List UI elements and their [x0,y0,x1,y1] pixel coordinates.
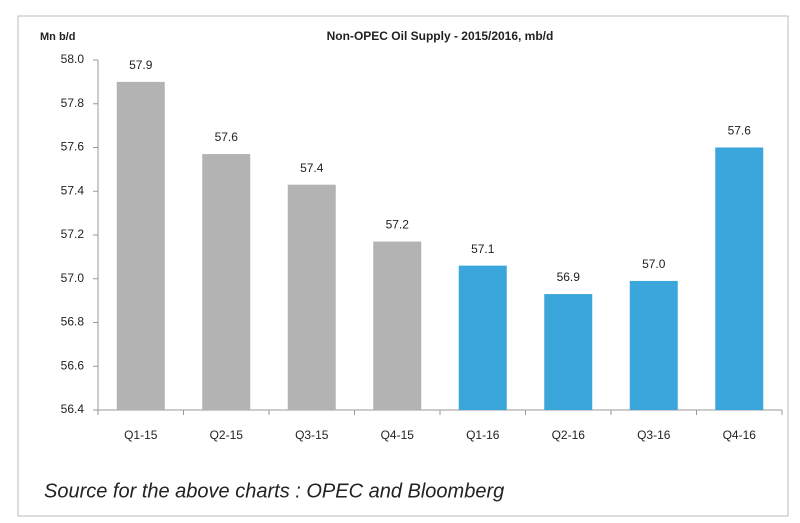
frame [17,15,789,517]
x-tick-label: Q4-16 [723,428,757,442]
y-tick-label: 57.2 [61,227,85,241]
x-tick-label: Q3-16 [637,428,671,442]
source-note: Source for the above charts : OPEC and B… [44,480,504,502]
data-label: 57.9 [129,58,153,72]
bar [629,280,678,410]
y-tick-label: 57.4 [61,183,85,197]
data-label: 57.6 [215,130,239,144]
y-tick-label: 56.8 [61,315,85,329]
bar [458,265,507,410]
data-label: 57.0 [642,257,666,271]
y-tick-label: 57.0 [61,271,85,285]
bar [715,147,764,410]
data-label: 56.9 [557,270,581,284]
x-tick-label: Q1-15 [124,428,158,442]
y-axis-label: Mn b/d [40,31,75,43]
y-tick-label: 57.8 [61,96,85,110]
x-tick-label: Q3-15 [295,428,329,442]
x-tick-label: Q1-16 [466,428,500,442]
x-tick-label: Q4-15 [381,428,415,442]
bar [287,184,336,410]
data-label: 57.6 [728,124,752,138]
y-tick-label: 56.6 [61,358,85,372]
y-tick-label: 58.0 [61,52,85,66]
y-tick-label: 56.4 [61,402,85,416]
data-label: 57.4 [300,161,324,175]
x-tick-label: Q2-16 [552,428,586,442]
chart-title: Non-OPEC Oil Supply - 2015/2016, mb/d [327,29,554,43]
bar [544,294,593,410]
y-tick-label: 57.6 [61,140,85,154]
data-label: 57.2 [386,218,410,232]
data-label: 57.1 [471,242,495,256]
bar [373,241,422,410]
bar [116,81,165,410]
x-tick-label: Q2-15 [210,428,244,442]
bar [202,154,251,410]
